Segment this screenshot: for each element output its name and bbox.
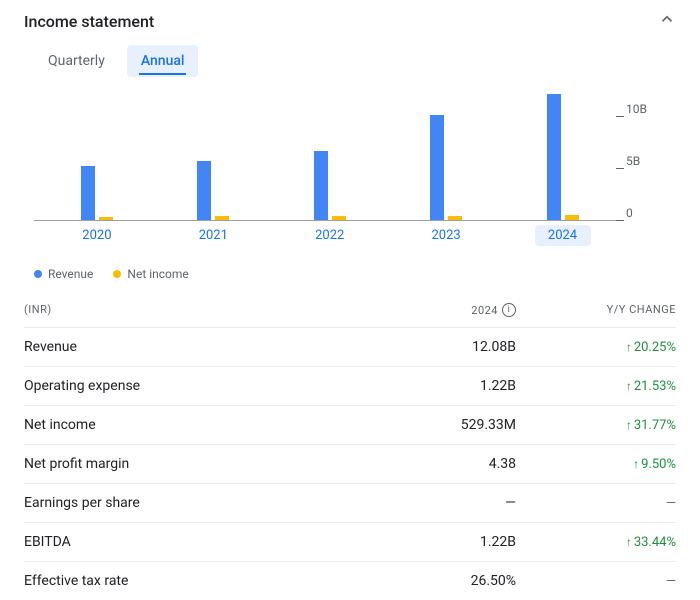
table-row[interactable]: EBITDA1.22B↑33.44% [24, 522, 676, 561]
table-row[interactable]: Net profit margin4.38↑9.50% [24, 444, 676, 483]
collapse-icon[interactable] [658, 10, 676, 33]
bar-netincome-2023 [448, 216, 462, 220]
metric-label: Revenue [24, 339, 356, 355]
table-header-year-label: 2024 [471, 304, 498, 317]
table-header-change: Y/Y CHANGE [516, 303, 676, 317]
table-body: Revenue12.08B↑20.25%Operating expense1.2… [24, 327, 676, 600]
table-header-row: (INR) 2024 i Y/Y CHANGE [24, 293, 676, 327]
metric-change: ↑33.44% [516, 535, 676, 550]
bar-group-2020[interactable]: 2020 [69, 166, 125, 220]
panel-title: Income statement [24, 12, 154, 31]
metric-change: ↑31.77% [516, 418, 676, 433]
table-row[interactable]: Net income529.33M↑31.77% [24, 405, 676, 444]
tab-annual[interactable]: Annual [127, 45, 199, 77]
metric-label: Net profit margin [24, 456, 356, 472]
legend-item-revenue[interactable]: Revenue [34, 267, 93, 281]
table-row[interactable]: Operating expense1.22B↑21.53% [24, 366, 676, 405]
chart-plot-area: 2020 2021 2022 2023 2024 [34, 91, 616, 221]
bar-group-2023[interactable]: 2023 [418, 115, 474, 220]
table-row[interactable]: Earnings per share—— [24, 483, 676, 522]
y-tick-5B: 5B [626, 154, 640, 168]
bar-group-2024[interactable]: 2024 [535, 94, 591, 220]
legend-label: Net income [127, 267, 188, 281]
y-tick-dash-10B [616, 116, 624, 117]
metric-label: Effective tax rate [24, 573, 356, 589]
bar-netincome-2021 [215, 216, 229, 220]
panel-header: Income statement [24, 0, 676, 41]
bar-revenue-2023 [430, 115, 444, 220]
metric-value: 26.50% [356, 573, 516, 589]
bar-group-2021[interactable]: 2021 [185, 161, 241, 220]
metric-value: 1.22B [356, 378, 516, 394]
bar-revenue-2020 [81, 166, 95, 220]
metric-change: — [516, 496, 676, 511]
metric-change: ↑9.50% [516, 457, 676, 472]
x-label-2022[interactable]: 2022 [302, 225, 358, 246]
metric-change: — [516, 574, 676, 589]
metric-value: 4.38 [356, 456, 516, 472]
table-header-currency: (INR) [24, 303, 356, 317]
chart-y-axis: 0 5B 10B [626, 91, 666, 221]
y-tick-dash-5B [616, 168, 624, 169]
income-chart: 20202021202220232024 05B10B [34, 91, 616, 251]
y-tick-10B: 10B [626, 102, 647, 116]
metric-label: Operating expense [24, 378, 356, 394]
income-statement-panel: Income statement QuarterlyAnnual 2020202… [0, 0, 700, 600]
table-row[interactable]: Revenue12.08B↑20.25% [24, 327, 676, 366]
bar-revenue-2022 [314, 151, 328, 220]
x-label-2020[interactable]: 2020 [69, 225, 125, 246]
tab-quarterly[interactable]: Quarterly [34, 45, 119, 77]
metric-label: Earnings per share [24, 495, 356, 511]
period-tabs: QuarterlyAnnual [24, 41, 676, 91]
legend-label: Revenue [48, 267, 93, 281]
bar-netincome-2020 [99, 217, 113, 220]
legend-dot-icon [34, 270, 42, 278]
x-label-2021[interactable]: 2021 [185, 225, 241, 246]
metric-change: ↑20.25% [516, 340, 676, 355]
legend-item-net_income[interactable]: Net income [113, 267, 188, 281]
bar-revenue-2021 [197, 161, 211, 220]
bar-netincome-2022 [332, 216, 346, 220]
table-header-year: 2024 i [356, 303, 516, 317]
info-icon[interactable]: i [502, 303, 516, 317]
metric-label: Net income [24, 417, 356, 433]
y-tick-0: 0 [626, 206, 633, 220]
metric-value: 529.33M [356, 417, 516, 433]
legend-dot-icon [113, 270, 121, 278]
metric-change: ↑21.53% [516, 379, 676, 394]
y-tick-dash-0 [616, 220, 624, 221]
bar-revenue-2024 [547, 94, 561, 220]
metric-value: 12.08B [356, 339, 516, 355]
x-label-2023[interactable]: 2023 [418, 225, 474, 246]
table-row[interactable]: Effective tax rate26.50%— [24, 561, 676, 600]
bar-group-2022[interactable]: 2022 [302, 151, 358, 220]
x-label-2024[interactable]: 2024 [535, 225, 591, 246]
metric-value: — [356, 495, 516, 511]
bar-netincome-2024 [565, 215, 579, 221]
chart-legend: Revenue Net income [24, 251, 676, 293]
